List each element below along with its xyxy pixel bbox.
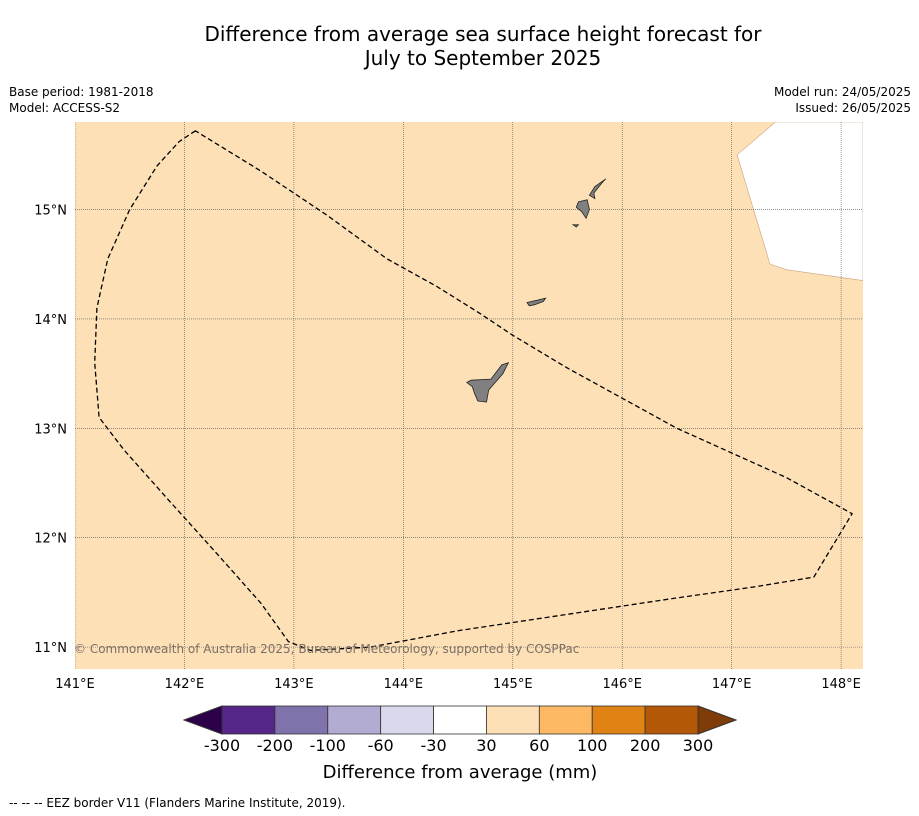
longitude-labels: 141°E 142°E 143°E 144°E 145°E 146°E 147°E 148°E: [55, 677, 861, 692]
colorbar-bin: [433, 705, 487, 735]
colorbar-bin: [538, 705, 593, 735]
gridlines: [75, 122, 863, 669]
issued-label: Issued: 26/05/2025: [795, 101, 911, 115]
lon-label: 143°E: [274, 677, 314, 692]
colorbar-bin: [221, 705, 276, 735]
colorbar-bin: [644, 705, 699, 735]
lat-label: 14°N: [34, 313, 67, 328]
colorbar-bin: [327, 705, 382, 735]
colorbar-tick-label: -100: [310, 736, 346, 755]
colorbar-tick-label: -200: [257, 736, 293, 755]
map-title-line2: July to September 2025: [364, 46, 602, 70]
colorbar-bin: [486, 705, 540, 735]
lat-label: 11°N: [34, 641, 67, 656]
island-rota: [526, 297, 547, 307]
colorbar-tick-label: 200: [630, 736, 661, 755]
model-run-label: Model run: 24/05/2025: [773, 85, 911, 99]
lat-label: 15°N: [34, 204, 67, 219]
no-data-area: [736, 122, 863, 281]
meta-left: Base period: 1981-2018 Model: ACCESS-S2: [9, 84, 154, 116]
island-saipan: [588, 178, 607, 200]
island-tinian: [575, 199, 590, 220]
colorbar-bin: [591, 705, 646, 735]
colorbar-tick-label: -60: [368, 736, 394, 755]
lon-label: 148°E: [821, 677, 861, 692]
lat-label: 13°N: [34, 422, 67, 437]
lon-label: 145°E: [493, 677, 533, 692]
lat-label: 12°N: [34, 532, 67, 547]
eez-footnote: -- -- -- EEZ border V11 (Flanders Marine…: [9, 796, 346, 810]
model-label: Model: ACCESS-S2: [9, 101, 121, 115]
map-title-line1: Difference from average sea surface heig…: [204, 22, 762, 46]
colorbar-tick-label: 30: [476, 736, 496, 755]
islands: [466, 178, 607, 403]
colorbar-tick-label: -30: [420, 736, 446, 755]
base-period-label: Base period: 1981-2018: [9, 85, 154, 99]
colorbar-bin: [380, 705, 434, 735]
colorbar-tick-labels: -300 -200 -100 -60 -30 30 60 100 200 300: [204, 736, 713, 755]
map-title: Difference from average sea surface heig…: [0, 22, 919, 70]
island-guam: [466, 362, 510, 403]
lon-label: 142°E: [165, 677, 205, 692]
colorbar-tick-label: 300: [683, 736, 714, 755]
meta-right: Model run: 24/05/2025 Issued: 26/05/2025: [774, 84, 911, 116]
colorbar-under-arrow: [182, 705, 223, 735]
lon-label: 146°E: [602, 677, 642, 692]
colorbar-over-arrow: [697, 705, 738, 735]
colorbar-bins: [221, 705, 699, 735]
map-background: [75, 122, 863, 669]
colorbar-tick-label: -300: [204, 736, 240, 755]
colorbar-tick-label: 60: [529, 736, 549, 755]
island-aguijan: [571, 224, 580, 228]
lon-label: 141°E: [55, 677, 95, 692]
colorbar-title: Difference from average (mm): [323, 762, 598, 783]
lon-label: 144°E: [384, 677, 424, 692]
copyright-text: © Commonwealth of Australia 2025, Bureau…: [74, 642, 579, 656]
colorbar: -300 -200 -100 -60 -30 30 60 100 200 300 Differen…: [182, 705, 738, 783]
lon-label: 147°E: [712, 677, 752, 692]
latitude-labels: 15°N 14°N 13°N 12°N 11°N: [34, 204, 67, 657]
colorbar-tick-label: 100: [577, 736, 608, 755]
eez-border-line: [94, 130, 854, 652]
colorbar-bin: [274, 705, 329, 735]
